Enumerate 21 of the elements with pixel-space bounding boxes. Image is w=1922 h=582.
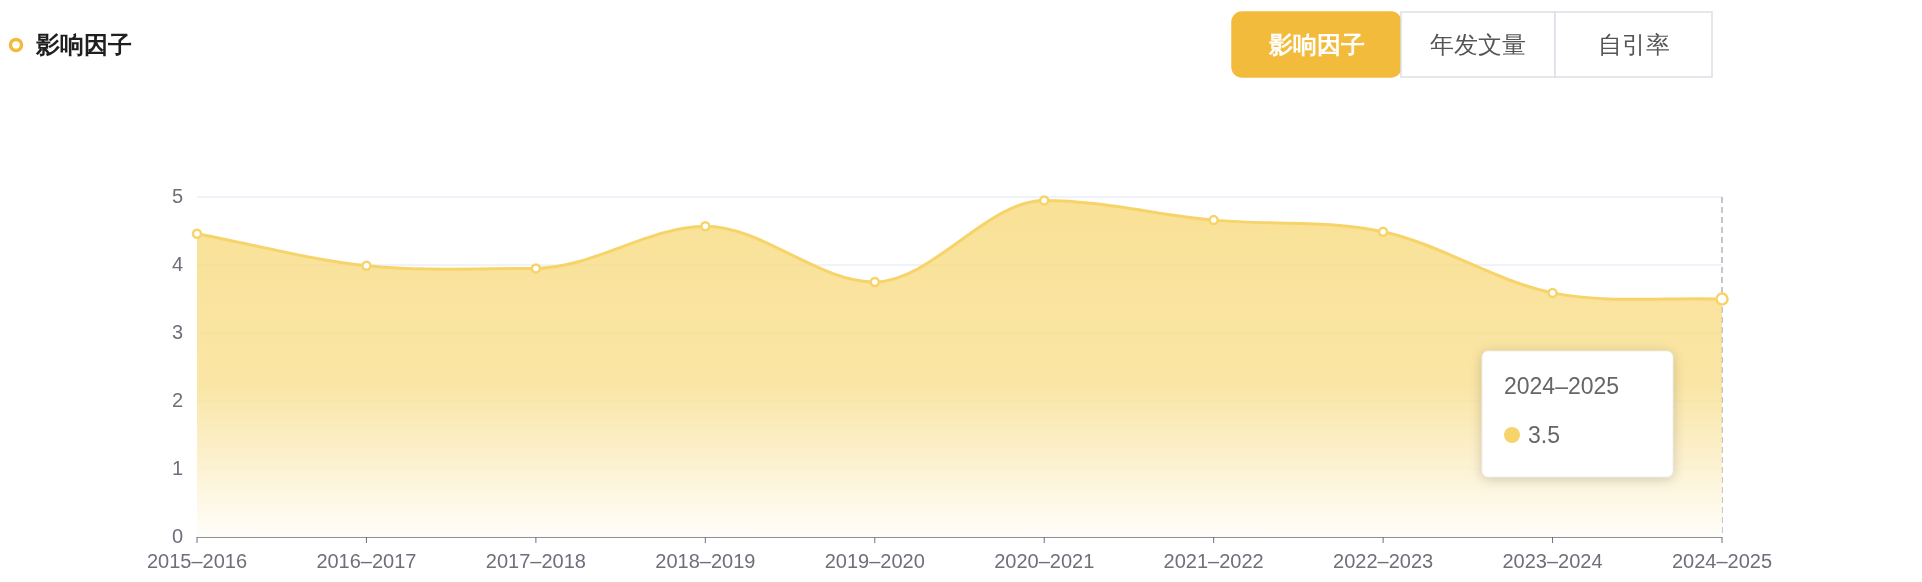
- y-tick-label: 2: [171, 389, 183, 411]
- x-tick-label: 2017–2018: [485, 550, 586, 572]
- x-tick-label: 2019–2020: [824, 550, 925, 572]
- y-tick-label: 1: [171, 457, 183, 479]
- x-tick-label: 2023–2024: [1502, 550, 1603, 572]
- x-tick-label: 2018–2019: [655, 550, 756, 572]
- text: 影响因子: [1267, 31, 1365, 58]
- x-tick-label: 2024–2025: [1671, 550, 1773, 572]
- text: 年发文量: [1430, 31, 1526, 58]
- text: 影响因子: [35, 31, 132, 58]
- x-tick-label: 2016–2017: [316, 550, 417, 572]
- x-tick-label: 2015–2016: [146, 550, 248, 572]
- x-tick-label: 2021–2022: [1163, 550, 1264, 572]
- x-tick-label: 2022–2023: [1333, 550, 1434, 572]
- text: 自引率: [1597, 31, 1670, 58]
- annotation: 2024–2025 3.5: [1504, 373, 1620, 448]
- y-tick-label: 3: [171, 321, 183, 343]
- y-tick-label: 0: [171, 525, 183, 547]
- y-tick-label: 4: [171, 253, 183, 275]
- y-tick-label: 5: [171, 185, 183, 207]
- x-tick-label: 2020–2021: [994, 550, 1095, 572]
